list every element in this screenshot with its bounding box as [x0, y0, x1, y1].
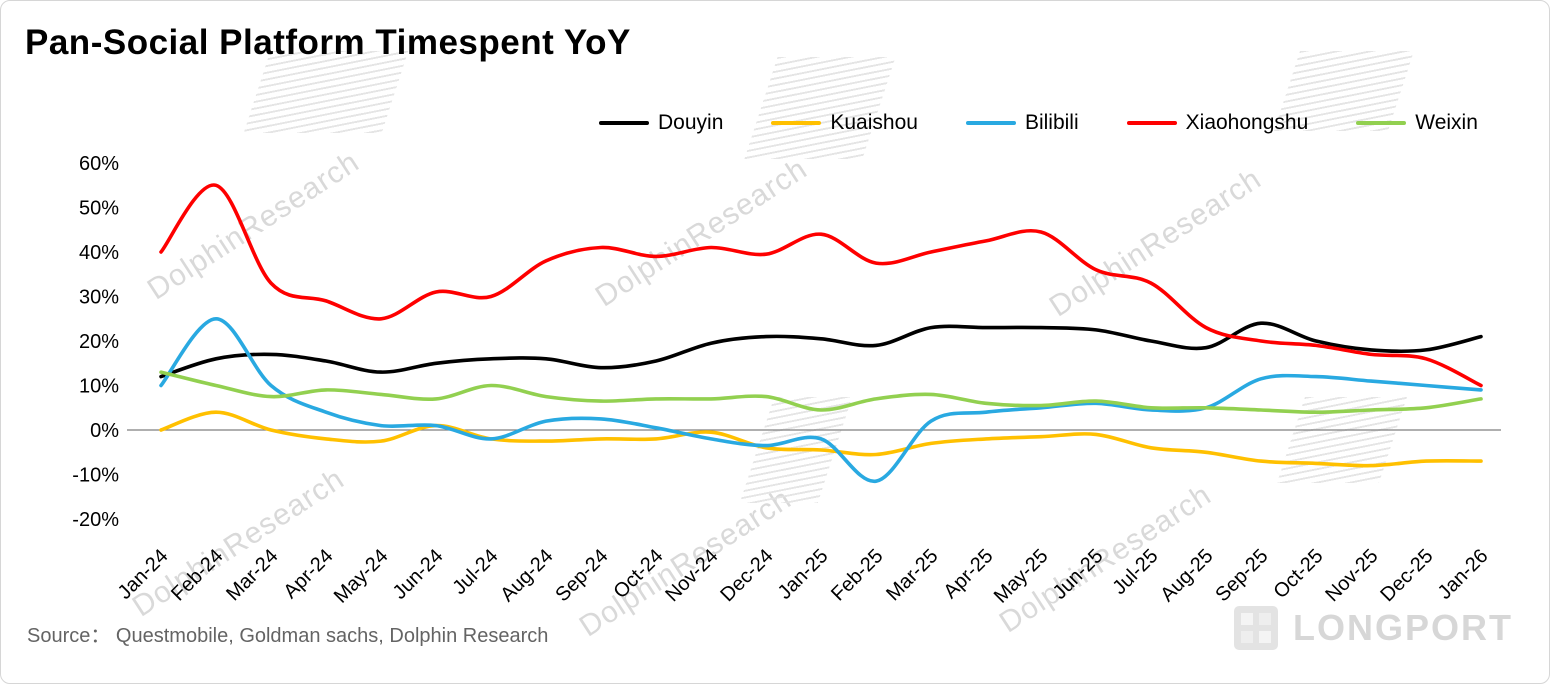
x-axis-tick-label: Apr-25: [940, 545, 998, 603]
legend-swatch: [965, 121, 1016, 125]
legend-label: Xiaohongshu: [1185, 111, 1309, 134]
x-axis-tick-label: Jan-25: [774, 545, 833, 604]
x-axis-tick-label: Feb-24: [167, 545, 227, 605]
x-axis-tick-label: Jan-24: [114, 545, 173, 604]
x-axis-tick-label: Oct-25: [1270, 545, 1328, 603]
legend-item-bilibili: Bilibili: [965, 111, 1079, 135]
x-axis-tick-label: Aug-24: [496, 545, 557, 606]
x-axis-tick-label: Jul-25: [1108, 545, 1162, 599]
chart-title: Pan-Social Platform Timespent YoY: [25, 23, 631, 62]
series-line-xiaohongshu: [159, 183, 1483, 388]
legend-item-weixin: Weixin: [1356, 111, 1478, 135]
series-line-weixin: [159, 370, 1483, 414]
legend-item-douyin: Douyin: [599, 111, 723, 135]
longport-logo-text: LONGPORT: [1293, 607, 1513, 648]
y-axis-tick-label: 50%: [79, 198, 119, 220]
y-axis-tick-label: 40%: [79, 242, 119, 264]
x-axis-tick-label: Jan-26: [1434, 545, 1493, 604]
legend-item-kuaishou: Kuaishou: [771, 111, 918, 135]
x-axis-tick-label: Mar-25: [882, 545, 942, 605]
x-axis-tick-label: May-25: [990, 545, 1053, 608]
y-axis-tick-label: -20%: [72, 509, 119, 531]
legend-label: Kuaishou: [830, 111, 918, 134]
legend-swatch: [771, 121, 822, 125]
x-axis-tick-label: Feb-25: [827, 545, 887, 605]
x-axis-tick-label: Oct-24: [610, 545, 668, 603]
legend-swatch: [1356, 121, 1407, 125]
legend-label: Bilibili: [1024, 111, 1079, 134]
x-axis-tick-label: Sep-24: [551, 545, 612, 606]
longport-logo: LONGPORT: [1233, 605, 1513, 651]
source-note: Source： Questmobile, Goldman sachs, Dolp…: [27, 625, 549, 647]
x-axis-tick-label: Aug-25: [1156, 545, 1217, 606]
legend-label: Douyin: [658, 111, 724, 134]
x-axis-tick-label: Jul-24: [448, 545, 502, 599]
y-axis-tick-label: 60%: [79, 153, 119, 175]
y-axis-tick-label: 10%: [79, 376, 119, 398]
x-axis-tick-label: Mar-24: [222, 545, 282, 605]
longport-logo-icon: [1234, 606, 1278, 650]
x-axis-tick-label: Dec-24: [716, 545, 777, 606]
x-axis-tick-label: Nov-24: [661, 545, 722, 606]
legend-swatch: [599, 121, 649, 125]
x-axis-tick-label: Sep-25: [1211, 545, 1272, 606]
x-axis-tick-label: Apr-24: [280, 545, 338, 603]
series-line-douyin: [159, 321, 1483, 379]
legend-item-xiaohongshu: Xiaohongshu: [1126, 111, 1309, 135]
x-axis-tick-label: Nov-25: [1321, 545, 1382, 606]
y-axis-tick-label: 20%: [79, 331, 119, 353]
legend-label: Weixin: [1415, 111, 1478, 134]
x-axis-tick-label: Dec-25: [1376, 545, 1437, 606]
y-axis-tick-label: 0%: [90, 420, 119, 442]
y-axis-tick-label: 30%: [79, 287, 119, 309]
y-axis-tick-label: -10%: [72, 465, 119, 487]
legend-swatch: [1126, 121, 1177, 125]
x-axis-tick-label: Jun-25: [1049, 545, 1108, 604]
legend: Douyin Kuaishou Bilibili Xiaohongshu Weixin: [599, 111, 1478, 135]
x-axis-tick-label: May-24: [330, 545, 393, 608]
x-axis-tick-label: Jun-24: [389, 545, 448, 604]
